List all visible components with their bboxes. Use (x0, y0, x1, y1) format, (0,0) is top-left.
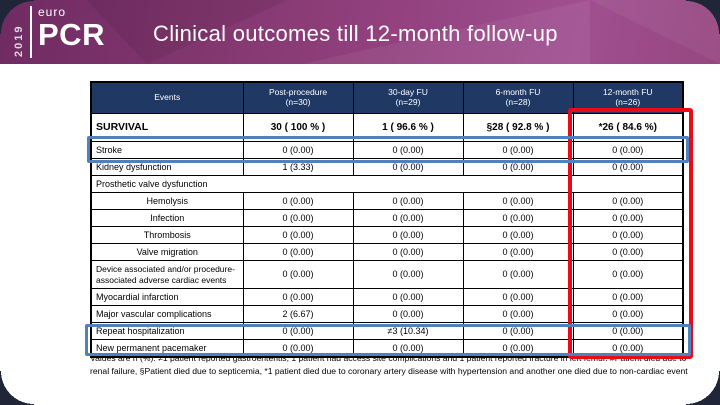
corner-decoration-bottom-left (0, 371, 34, 405)
corner-decoration-top-right (686, 0, 720, 34)
cell-value: §28 ( 92.8 % ) (462, 113, 574, 142)
table-row-kidney-dysfunction: Kidney dysfunction 1 (3.33) 0 (0.00) 0 (… (90, 158, 684, 176)
row-label: Infection (90, 209, 244, 227)
cell-value: 0 (0.00) (572, 288, 684, 306)
row-label: Repeat hospitalization (90, 322, 244, 340)
cell-value: 30 ( 100 % ) (242, 113, 354, 142)
cell-value: 0 (0.00) (572, 243, 684, 261)
footnote: Values are n (%). ≠1 patient reported ga… (90, 353, 688, 376)
row-label: SURVIVAL (90, 113, 244, 142)
cell-value: 2 (6.67) (242, 305, 354, 323)
cell-value: 0 (0.00) (572, 226, 684, 244)
logo-pcr-text: PCR (38, 17, 105, 52)
row-label: Valve migration (90, 243, 244, 261)
table-row-stroke: Stroke 0 (0.00) 0 (0.00) 0 (0.00) 0 (0.0… (90, 141, 684, 159)
cell-value: 0 (0.00) (352, 192, 464, 210)
cell-value: 0 (0.00) (572, 141, 684, 159)
outcomes-table-grid: Events Post-procedure (n=30) 30-day FU (n=… (90, 81, 684, 358)
header-line: (n=26) (615, 97, 641, 107)
cell-value: 0 (0.00) (242, 288, 354, 306)
cell-value: 0 (0.00) (462, 288, 574, 306)
logo-euro-text: euro (38, 5, 67, 19)
cell-value: 0 (0.00) (352, 288, 464, 306)
cell-value: 0 (0.00) (572, 260, 684, 289)
header-line: 6-month FU (495, 87, 541, 98)
table-row-new-permanent-pacemaker: New permanent pacemaker 0 (0.00) 0 (0.00… (90, 339, 684, 358)
cell-value: 0 (0.00) (572, 209, 684, 227)
cell-value: 0 (0.00) (352, 158, 464, 176)
cell-value: 0 (0.00) (462, 158, 574, 176)
table-row-hemolysis: Hemolysis 0 (0.00) 0 (0.00) 0 (0.00) 0 (… (90, 192, 684, 210)
cell-value: 0 (0.00) (242, 192, 354, 210)
logo-wordmark: euro PCR (38, 5, 105, 59)
cell-value: 0 (0.00) (462, 260, 574, 289)
cell-value: 0 (0.00) (572, 158, 684, 176)
cell-value: 0 (0.00) (462, 243, 574, 261)
cell-value: 0 (0.00) (572, 322, 684, 340)
cell-value: 0 (0.00) (462, 322, 574, 340)
cell-value: 0 (0.00) (572, 192, 684, 210)
table-header-row: Events Post-procedure (n=30) 30-day FU (n=… (90, 81, 684, 114)
table-row-valve-migration: Valve migration 0 (0.00) 0 (0.00) 0 (0.0… (90, 243, 684, 261)
cell-value: 0 (0.00) (242, 322, 354, 340)
cell-value: 1 ( 96.6 % ) (352, 113, 464, 142)
cell-value: ≠3 (10.34) (352, 322, 464, 340)
header-cell-post-procedure: Post-procedure (n=30) (242, 81, 354, 114)
table-row-infection: Infection 0 (0.00) 0 (0.00) 0 (0.00) 0 (… (90, 209, 684, 227)
row-label: Kidney dysfunction (90, 158, 244, 176)
cell-value: 0 (0.00) (242, 209, 354, 227)
header-cell-6-month-fu: 6-month FU (n=28) (462, 81, 574, 114)
row-label: Major vascular complications (90, 305, 244, 323)
corner-decoration-bottom-right (686, 371, 720, 405)
cell-value: 0 (0.00) (352, 260, 464, 289)
table-row-major-vascular-complications: Major vascular complications 2 (6.67) 0 … (90, 305, 684, 323)
cell-value: 0 (0.00) (462, 209, 574, 227)
cell-value: 1 (3.33) (242, 158, 354, 176)
row-label: Stroke (90, 141, 244, 159)
slide-title: Clinical outcomes till 12-month follow-u… (153, 21, 558, 46)
cell-value: 0 (0.00) (352, 141, 464, 159)
cell-value: 0 (0.00) (242, 141, 354, 159)
cell-value: 0 (0.00) (462, 305, 574, 323)
header-line: (n=30) (285, 97, 311, 107)
cell-value: 0 (0.00) (242, 226, 354, 244)
header-line: Post-procedure (268, 87, 328, 98)
header-cell-events: Events (90, 81, 244, 114)
table-row-prosthetic-valve-dysfunction: Prosthetic valve dysfunction (90, 175, 684, 193)
row-label: Myocardial infarction (90, 288, 244, 306)
cell-value: 0 (0.00) (242, 243, 354, 261)
cell-value: 0 (0.00) (352, 339, 464, 358)
header-banner: 2019 euro PCR Clinical outcomes till 12-… (0, 0, 720, 64)
row-label: Thrombosis (90, 226, 244, 244)
cell-value: 0 (0.00) (462, 141, 574, 159)
corner-decoration-top-left (0, 0, 34, 34)
table-row-myocardial-infarction: Myocardial infarction 0 (0.00) 0 (0.00) … (90, 288, 684, 306)
header-cell-30-day-fu: 30-day FU (n=29) (352, 81, 464, 114)
header-line: (n=29) (395, 97, 421, 107)
cell-value: 0 (0.00) (352, 226, 464, 244)
europcr-logo: 2019 euro PCR (12, 5, 105, 59)
table-row-thrombosis: Thrombosis 0 (0.00) 0 (0.00) 0 (0.00) 0 … (90, 226, 684, 244)
table-row-repeat-hospitalization: Repeat hospitalization 0 (0.00) ≠3 (10.3… (90, 322, 684, 340)
row-label: Device associated and/or procedure-assoc… (90, 260, 244, 289)
cell-value: 0 (0.00) (462, 192, 574, 210)
cell-value: 0 (0.00) (572, 305, 684, 323)
table-row-device-associated-events: Device associated and/or procedure-assoc… (90, 260, 684, 289)
header-line: 30-day FU (388, 87, 428, 98)
cell-value: 0 (0.00) (242, 260, 354, 289)
table-row-survival: SURVIVAL 30 ( 100 % ) 1 ( 96.6 % ) §28 (… (90, 113, 684, 142)
header-line: 12-month FU (602, 87, 653, 98)
header-line: (n=28) (505, 97, 531, 107)
cell-value: 0 (0.00) (462, 226, 574, 244)
cell-value: 0 (0.00) (352, 209, 464, 227)
section-label: Prosthetic valve dysfunction (90, 175, 684, 193)
outcomes-table: Events Post-procedure (n=30) 30-day FU (n=… (85, 81, 693, 359)
cell-value: *26 ( 84.6 %) (572, 113, 684, 142)
cell-value: 0 (0.00) (352, 305, 464, 323)
cell-value: 0 (0.00) (352, 243, 464, 261)
row-label: Hemolysis (90, 192, 244, 210)
header-cell-12-month-fu: 12-month FU (n=26) (572, 81, 684, 114)
